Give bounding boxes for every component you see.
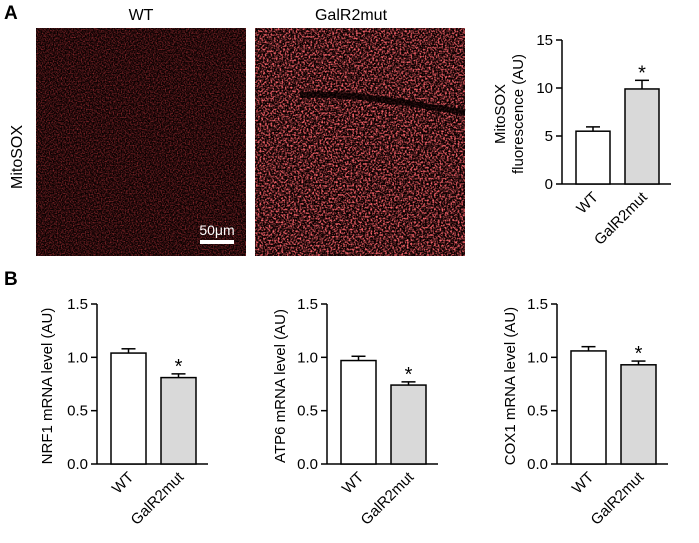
y-tick-label: 1.5 [527, 296, 548, 313]
micrograph-wt [36, 28, 246, 256]
x-tick-label: GalR2mut [591, 188, 651, 248]
significance-marker: * [638, 62, 646, 84]
x-tick-label: WT [109, 469, 138, 498]
bar-wt [110, 352, 147, 465]
y-axis-label: COX1 mRNA level (AU) [502, 307, 519, 465]
bar-wt [340, 359, 377, 465]
y-tick-label: 0.5 [527, 403, 548, 420]
x-tick-label: GalR2mut [128, 468, 188, 528]
y-tick-label: 1.0 [527, 349, 548, 366]
bar-galr2mut [620, 364, 657, 465]
y-tick-label: 0.0 [297, 456, 318, 473]
y-tick-label: 0.0 [67, 456, 88, 473]
panel-label-b: B [4, 269, 18, 290]
y-tick-label: 1.5 [297, 296, 318, 313]
y-tick-label: 10 [536, 80, 553, 97]
y-axis-label: ATP6 mRNA level (AU) [272, 309, 289, 463]
bar-wt [575, 130, 611, 185]
scale-bar-label: 50μm [199, 222, 234, 238]
bar-galr2mut [624, 88, 660, 185]
bar-galr2mut [160, 376, 197, 465]
chart-2: 0.0 0.5 1.0 1.5 NRF1 mRNA level (AU) WT * GalR2… [39, 296, 208, 529]
y-tick-label: 15 [536, 32, 553, 49]
micrograph-galr2mut [255, 28, 466, 256]
y-tick-label: 5 [545, 128, 553, 145]
chart-1: 0 5 10 15 MitoSOX fluorescence (AU) WT * GalR2mu… [492, 32, 671, 249]
y-tick-label: 1.0 [297, 349, 318, 366]
bar-wt [570, 350, 607, 465]
micrograph-row-label: MitoSOX [9, 125, 26, 189]
micrograph-title-wt: WT [129, 7, 154, 24]
x-tick-label: WT [339, 469, 368, 498]
y-axis-label: fluorescence (AU) [510, 54, 527, 174]
x-tick-label: GalR2mut [358, 468, 418, 528]
x-tick-label: WT [569, 469, 598, 498]
significance-marker: * [175, 356, 183, 378]
x-tick-label: WT [573, 189, 602, 218]
y-tick-label: 1.0 [67, 349, 88, 366]
micrograph-title-galr2mut: GalR2mut [315, 7, 388, 24]
chart-4: 0.0 0.5 1.0 1.5 COX1 mRNA level (AU) WT * GalR2… [502, 296, 668, 529]
y-tick-label: 0.5 [67, 403, 88, 420]
x-tick-label: GalR2mut [588, 468, 648, 528]
y-axis-label: NRF1 mRNA level (AU) [39, 308, 56, 465]
y-axis-label: MitoSOX [492, 84, 509, 144]
y-tick-label: 1.5 [67, 296, 88, 313]
chart-3: 0.0 0.5 1.0 1.5 ATP6 mRNA level (AU) WT * GalR2… [272, 296, 438, 529]
y-tick-label: 0 [545, 176, 553, 193]
panel-label-a: A [4, 3, 18, 24]
significance-marker: * [405, 364, 413, 386]
significance-marker: * [635, 343, 643, 365]
scale-bar: 50μm [199, 222, 235, 244]
bar-galr2mut [390, 384, 427, 465]
y-tick-label: 0.0 [527, 456, 548, 473]
y-tick-label: 0.5 [297, 403, 318, 420]
